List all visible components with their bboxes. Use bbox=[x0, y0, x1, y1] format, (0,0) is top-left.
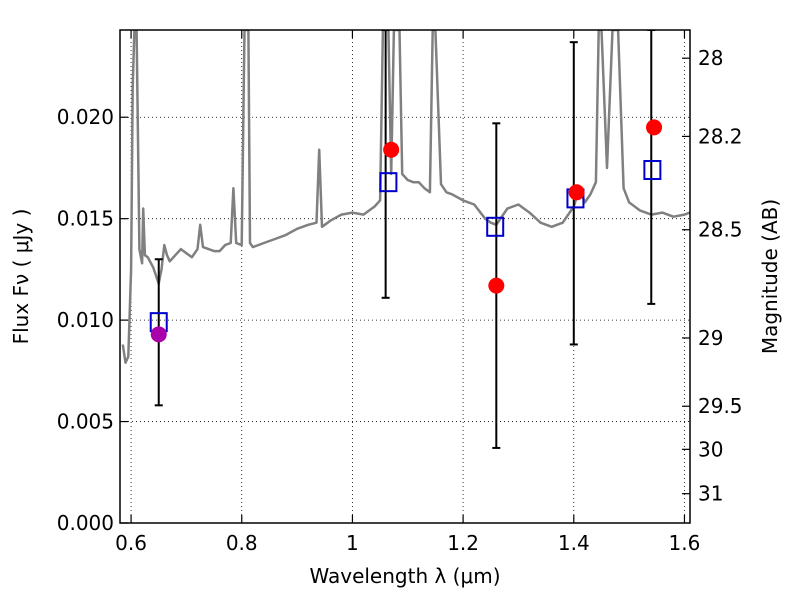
right-tick-label: 28.5 bbox=[698, 218, 743, 242]
plot-border bbox=[119, 29, 691, 524]
x-tick-label: 1.2 bbox=[447, 531, 479, 555]
right-tick-label: 29 bbox=[698, 326, 723, 350]
observed-flux-point bbox=[150, 326, 167, 343]
y-tick-label: 0.015 bbox=[57, 207, 114, 231]
plot-background bbox=[120, 30, 690, 523]
plot-frame bbox=[119, 29, 691, 524]
observed-flux-point bbox=[383, 141, 400, 158]
x-tick-label: 1.4 bbox=[558, 531, 590, 555]
synthetic-flux-marker bbox=[643, 159, 662, 180]
observed-flux-point bbox=[568, 184, 585, 201]
x-tick-label: 1.6 bbox=[669, 531, 701, 555]
y-tick-label: 0.010 bbox=[57, 308, 114, 332]
y-axis-label-right: Magnitude (AB) bbox=[758, 199, 782, 354]
model-spectrum-line bbox=[121, 30, 690, 364]
axis-ticks: 0.6 0.8 1 1.2 1.4 1.6 0.000 0.005 0.010 0.015 0.02… bbox=[57, 30, 743, 555]
synthetic-flux-marker bbox=[379, 172, 398, 193]
x-tick-label: 0.8 bbox=[226, 531, 258, 555]
right-tick-label: 31 bbox=[698, 482, 723, 506]
right-tick-label: 28 bbox=[698, 46, 723, 70]
plot-area bbox=[120, 30, 690, 523]
right-tick-label: 29.5 bbox=[698, 394, 743, 418]
right-tick-label: 30 bbox=[698, 437, 723, 461]
x-axis-label: Wavelength λ (μm) bbox=[309, 564, 500, 588]
right-tick-label: 28.2 bbox=[698, 124, 743, 148]
y-tick-label: 0.000 bbox=[57, 511, 114, 535]
x-tick-label: 0.6 bbox=[115, 531, 147, 555]
y-axis-label-left: Flux Fν ( μJy ) bbox=[9, 209, 33, 345]
series-layer bbox=[121, 30, 690, 449]
observed-flux-point bbox=[488, 277, 505, 294]
series-clip-group bbox=[121, 30, 690, 449]
y-tick-label: 0.020 bbox=[57, 105, 114, 129]
observed-flux-point bbox=[646, 119, 663, 136]
synthetic-flux-marker bbox=[486, 216, 505, 237]
x-tick-label: 1 bbox=[346, 531, 359, 555]
y-tick-label: 0.005 bbox=[57, 410, 114, 434]
